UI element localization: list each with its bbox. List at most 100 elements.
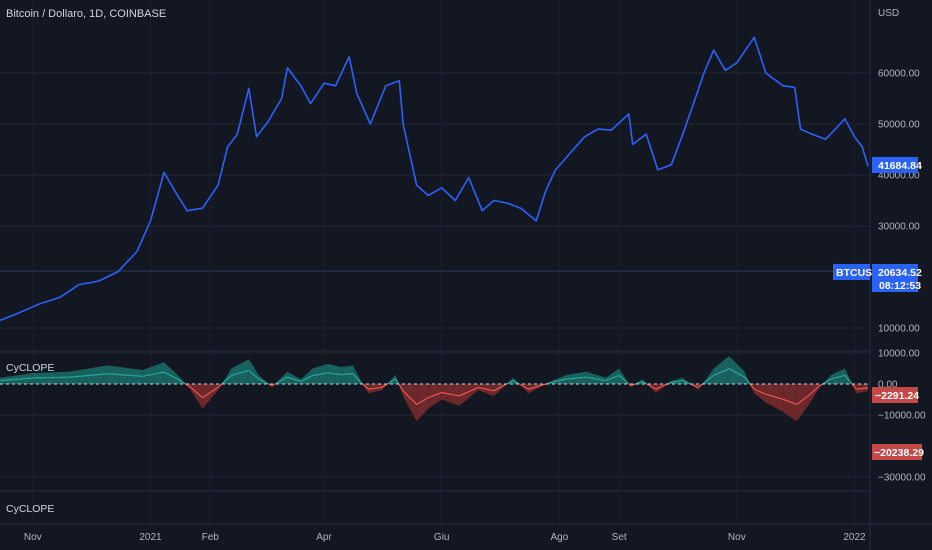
price-axis-tick: 60000.00 — [878, 69, 920, 80]
price-line[interactable] — [0, 36, 869, 322]
oscillator-line-segment — [341, 373, 354, 376]
oscillator-positive-area — [395, 374, 399, 384]
oscillator-line-segment — [796, 395, 809, 405]
oscillator-positive-area — [586, 371, 606, 384]
oscillator-positive-area — [142, 362, 164, 384]
oscillator-line-segment — [605, 374, 620, 382]
oscillator-positive-area — [258, 374, 269, 384]
indicator-label-secondary[interactable]: CyCLOPE — [6, 503, 54, 515]
oscillator-negative-area — [428, 384, 442, 409]
oscillator-axis[interactable]: 10000.00 0.00 −10000.00 −30000.00 — [878, 349, 926, 484]
oscillator-positive-area — [0, 373, 33, 384]
oscillator-line-segment — [630, 383, 636, 387]
time-axis-tick: Giu — [434, 532, 450, 543]
oscillator-line-segment — [300, 374, 313, 382]
oscillator-line-segment — [268, 383, 273, 387]
price-axis-tick: 30000.00 — [878, 222, 920, 233]
oscillator-negative-area — [398, 384, 404, 397]
oscillator-line-segment — [753, 388, 767, 395]
oscillator-positive-area — [619, 368, 629, 384]
oscillator-line-segment — [690, 383, 699, 388]
oscillator-line-segment — [646, 383, 657, 390]
oscillator-line-segment — [851, 383, 857, 390]
time-axis-tick: Apr — [316, 532, 332, 543]
oscillator-line-segment — [402, 390, 418, 405]
oscillator-fill-value-label: −20238.29 — [874, 447, 924, 459]
oscillator-line-segment — [32, 376, 70, 379]
oscillator-positive-area — [275, 371, 288, 384]
oscillator-line-segment — [671, 379, 683, 383]
oscillator-negative-area — [362, 384, 369, 394]
last-price-tag — [872, 157, 918, 173]
oscillator-line-segment — [142, 371, 165, 377]
oscillator-line-segment — [506, 380, 514, 385]
price-grid — [0, 72, 870, 329]
oscillator-negative-area — [403, 384, 417, 422]
oscillator-positive-area — [177, 374, 186, 384]
bar-countdown: 08:12:53 — [879, 280, 921, 292]
oscillator-negative-area — [519, 384, 529, 394]
oscillator-line-segment — [831, 374, 846, 380]
oscillator-negative-area — [750, 384, 755, 394]
symbol-tag-label: BTCUSD — [836, 267, 880, 279]
oscillator-value-label: −2291.24 — [875, 390, 919, 402]
time-axis[interactable]: Nov 2021 Feb Apr Giu Ago Set Nov 2022 — [24, 532, 866, 543]
oscillator-positive-area — [605, 368, 620, 384]
oscillator-positive-area — [744, 371, 751, 384]
price-axis[interactable]: 10000.00 30000.00 40000.00 50000.00 60000.00 — [878, 69, 920, 335]
oscillator-line-segment — [697, 383, 704, 388]
symbol-tag[interactable] — [833, 264, 870, 280]
price-axis-tick: 40000.00 — [878, 171, 920, 182]
time-axis-tick: Set — [612, 532, 627, 543]
oscillator-line-segment — [0, 377, 33, 382]
chart-title[interactable]: Bitcoin / Dollaro, 1D, COINBASE — [6, 8, 166, 20]
oscillator-value-tag — [872, 387, 918, 403]
oscillator-axis-tick: 0.00 — [878, 380, 898, 391]
oscillator-axis-tick: −30000.00 — [878, 473, 926, 484]
time-axis-tick: Nov — [728, 532, 746, 543]
oscillator-negative-area — [441, 384, 460, 406]
oscillator-negative-area — [493, 384, 507, 397]
oscillator-negative-fill — [185, 384, 868, 422]
oscillator-line-segment — [163, 371, 178, 380]
oscillator-line-segment — [749, 383, 755, 390]
oscillator-line-segment — [618, 375, 630, 385]
oscillator-line-segment — [713, 368, 730, 377]
oscillator-line-segment — [628, 383, 632, 387]
oscillator-positive-area — [513, 377, 520, 384]
oscillator-line-segment — [682, 380, 691, 385]
oscillator-line-segment — [107, 373, 143, 377]
oscillator-negative-area — [416, 384, 429, 422]
oscillator-negative-area — [478, 384, 494, 397]
oscillator-negative-area — [852, 384, 857, 394]
oscillator-positive-area — [702, 368, 714, 384]
price-axis-tick: 10000.00 — [878, 324, 920, 335]
time-axis-tick: Feb — [202, 532, 220, 543]
reference-price-value: 20634.52 — [878, 267, 922, 279]
oscillator-line-segment — [478, 386, 494, 392]
oscillator-negative-area — [765, 384, 784, 412]
indicator-label[interactable]: CyCLOPE — [6, 362, 54, 374]
oscillator-positive-area — [729, 356, 745, 384]
oscillator-line-segment — [271, 383, 276, 387]
oscillator-line-segment — [807, 385, 821, 397]
oscillator-line-segment — [567, 376, 587, 380]
time-axis-tick: Ago — [550, 532, 568, 543]
oscillator-line-segment — [217, 383, 223, 388]
oscillator-line-segment — [248, 369, 259, 380]
oscillator-line-segment — [287, 376, 302, 383]
oscillator-line-segment — [202, 386, 219, 399]
oscillator-line-segment — [387, 378, 396, 385]
oscillator-positive-area — [831, 368, 845, 384]
time-axis-tick: Nov — [24, 532, 42, 543]
time-grid — [32, 0, 855, 524]
oscillator-line-segment — [539, 383, 547, 387]
oscillator-line-segment — [221, 375, 232, 385]
oscillator-line-segment — [458, 386, 479, 397]
oscillator-line-segment — [274, 376, 288, 385]
oscillator-line-segment — [844, 375, 853, 385]
oscillator-negative-area — [690, 384, 699, 391]
oscillator-positive-area — [682, 377, 691, 384]
oscillator-line-segment — [381, 383, 388, 388]
